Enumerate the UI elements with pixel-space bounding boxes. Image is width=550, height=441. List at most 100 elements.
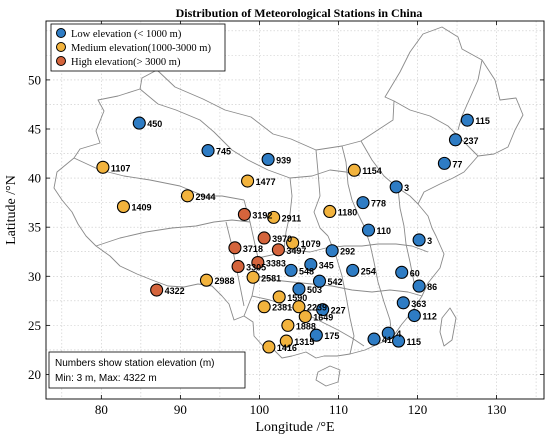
station-point-high bbox=[257, 231, 271, 245]
station-elevation-label: 1154 bbox=[362, 166, 382, 176]
station-elevation-label: 115 bbox=[475, 116, 490, 126]
station-elevation-label: 3383 bbox=[266, 259, 286, 269]
legend-label-low: Low elevation (< 1000 m) bbox=[71, 29, 182, 40]
station-elevation-label: 345 bbox=[319, 260, 334, 270]
station-point-low bbox=[448, 133, 463, 147]
station-point-low bbox=[304, 257, 318, 272]
note-line-2: Min: 3 m, Max: 4322 m bbox=[55, 373, 157, 384]
x-tick-label: 90 bbox=[174, 402, 187, 417]
y-tick-label: 50 bbox=[28, 72, 41, 87]
legend-box bbox=[50, 23, 226, 72]
legend-label-medium: Medium elevation(1000-3000 m) bbox=[71, 43, 211, 54]
y-tick-label: 20 bbox=[28, 367, 41, 382]
station-point-low bbox=[361, 223, 376, 237]
station-elevation-label: 2911 bbox=[282, 213, 302, 223]
station-point-high bbox=[237, 207, 251, 221]
station-point-low bbox=[132, 116, 146, 130]
station-elevation-label: 3305 bbox=[246, 262, 266, 272]
station-point-high bbox=[251, 255, 265, 270]
station-point-medium bbox=[279, 334, 293, 348]
province-boundary bbox=[251, 295, 365, 347]
station-elevation-label: 1107 bbox=[111, 163, 131, 173]
grid-lines bbox=[46, 21, 544, 399]
legend-label-high: High elevation(> 3000 m) bbox=[71, 57, 181, 68]
station-elevation-label: 2581 bbox=[261, 273, 281, 283]
province-boundary bbox=[457, 59, 483, 131]
station-point-low bbox=[392, 334, 406, 348]
station-point-medium bbox=[96, 160, 110, 174]
station-elevation-label: 3 bbox=[404, 183, 409, 193]
province-boundary bbox=[257, 243, 429, 259]
x-tick-label: 130 bbox=[487, 402, 507, 417]
station-elevation-label: 745 bbox=[216, 147, 231, 157]
station-elevation-label: 1409 bbox=[131, 203, 151, 213]
station-point-low bbox=[412, 279, 426, 293]
island-hainan bbox=[315, 365, 341, 387]
station-point-low bbox=[437, 156, 451, 170]
station-point-high bbox=[231, 259, 245, 274]
station-elevation-label: 778 bbox=[371, 199, 386, 209]
y-tick-label: 40 bbox=[28, 171, 41, 186]
island-taiwan bbox=[439, 307, 457, 347]
station-point-low bbox=[412, 233, 426, 247]
station-point-high bbox=[150, 283, 164, 297]
province-boundary bbox=[341, 145, 365, 227]
province-boundary bbox=[363, 225, 393, 339]
station-point-low bbox=[395, 265, 409, 279]
legend-entries: Low elevation (< 1000 m) Medium elevation… bbox=[56, 28, 211, 68]
station-elevation-label: 3718 bbox=[243, 244, 263, 254]
station-point-medium bbox=[267, 210, 281, 224]
station-point-medium bbox=[199, 273, 214, 287]
station-point-low bbox=[309, 328, 323, 342]
province-boundary bbox=[139, 88, 269, 171]
station-point-high bbox=[271, 243, 285, 257]
station-elevation-label: 60 bbox=[410, 268, 420, 278]
station-elevation-label: 503 bbox=[307, 285, 322, 295]
station-elevation-label: 3 bbox=[427, 236, 432, 246]
province-boundary bbox=[393, 100, 479, 157]
station-elevation-label: 112 bbox=[422, 312, 437, 322]
plot-area: 80 90 100 110 120 130 20 25 30 35 40 45 50 450 745 939… bbox=[28, 20, 545, 417]
station-point-low bbox=[389, 180, 403, 194]
station-elevation-label: 86 bbox=[427, 282, 437, 292]
legend-marker-low bbox=[56, 28, 66, 38]
station-elevation-label: 227 bbox=[331, 306, 346, 316]
legend: Low elevation (< 1000 m) Medium elevation… bbox=[50, 23, 226, 72]
station-point-medium bbox=[281, 318, 295, 332]
station-elevation-label: 254 bbox=[361, 266, 376, 276]
station-point-low bbox=[201, 144, 215, 158]
axes-frame bbox=[45, 20, 545, 400]
station-point-low bbox=[316, 303, 330, 317]
station-labels: 4507459391107147729441409115411523777377… bbox=[111, 116, 490, 353]
station-point-low bbox=[284, 263, 298, 277]
station-elevation-label: 1590 bbox=[287, 293, 307, 303]
station-point-medium bbox=[246, 270, 260, 284]
station-elevation-label: 2944 bbox=[195, 192, 215, 202]
station-point-low bbox=[325, 244, 339, 258]
station-elevation-label: 4 bbox=[396, 329, 401, 339]
station-point-medium bbox=[257, 300, 271, 314]
station-elevation-label: 1649 bbox=[313, 313, 333, 323]
station-elevation-label: 1079 bbox=[301, 239, 321, 249]
station-elevation-label: 548 bbox=[299, 266, 314, 276]
province-boundary bbox=[397, 187, 415, 283]
station-elevation-label: 1315 bbox=[294, 337, 314, 347]
station-point-medium bbox=[262, 340, 276, 354]
station-point-low bbox=[312, 274, 327, 288]
province-boundary bbox=[283, 177, 293, 251]
station-elevation-label: 2239 bbox=[307, 303, 327, 313]
station-point-low bbox=[356, 196, 370, 210]
station-point-low bbox=[460, 113, 474, 127]
y-tick-label: 30 bbox=[28, 269, 41, 284]
station-elevation-label: 3497 bbox=[286, 246, 306, 256]
station-elevation-label: 77 bbox=[452, 159, 462, 169]
province-boundary bbox=[313, 149, 329, 237]
station-point-high bbox=[228, 241, 242, 255]
y-tick-label: 35 bbox=[28, 220, 41, 235]
x-tick-label: 100 bbox=[250, 402, 270, 417]
station-point-medium bbox=[180, 189, 195, 203]
station-point-low bbox=[396, 296, 410, 310]
x-axis-label: Longitude /°E bbox=[255, 420, 334, 435]
station-point-low bbox=[367, 332, 381, 346]
